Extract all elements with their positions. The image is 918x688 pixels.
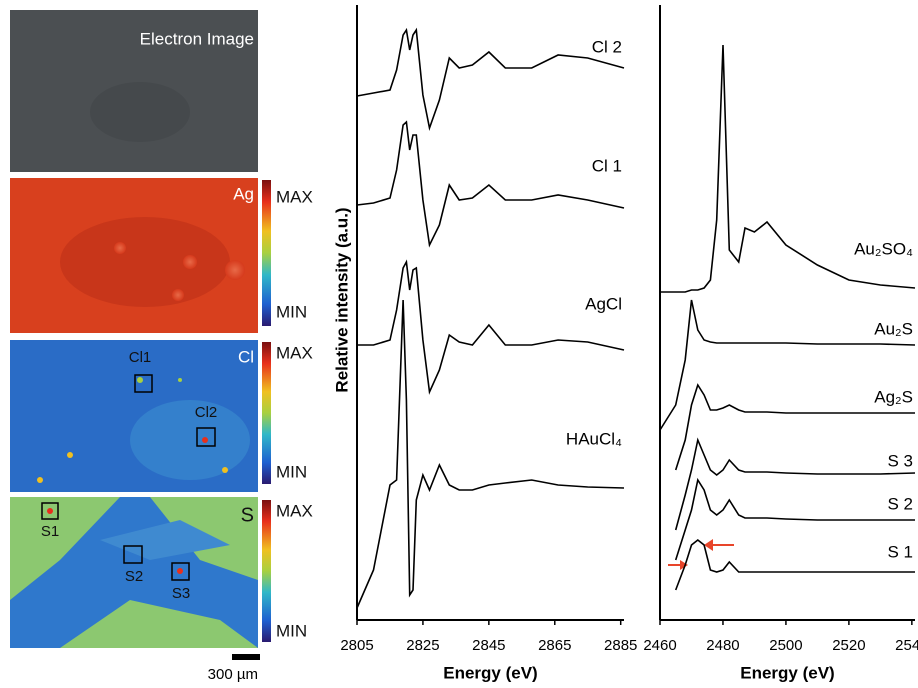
cl-map: Cl1 Cl2 Cl MAX MIN: [10, 340, 313, 492]
spectrum-line: [674, 477, 915, 561]
electron-image: Electron Image: [10, 10, 258, 172]
colorbar-min: MIN: [276, 302, 307, 321]
spectrum-line: [357, 259, 625, 395]
series-label: AgCl: [585, 294, 622, 313]
colorbar-max: MAX: [276, 501, 313, 520]
x-tick-label: 2805: [340, 637, 373, 654]
series-label: Au₂SO₄: [854, 239, 913, 258]
x-tick-label: 2885: [604, 637, 637, 654]
colorbar-min: MIN: [276, 621, 307, 640]
spectrum-line: [356, 120, 625, 248]
panel-label: Ag: [233, 184, 254, 203]
series-label: S 3: [887, 451, 913, 470]
x-tick-label: 2825: [406, 637, 439, 654]
spectrum-line: [356, 27, 625, 132]
region-label: Cl1: [129, 349, 152, 366]
spectrum-line: [659, 299, 916, 431]
x-axis-label: Energy (eV): [740, 663, 834, 682]
x-tick-label: 2540: [895, 637, 918, 654]
region-label: Cl2: [195, 404, 218, 421]
panel-label: Cl: [238, 347, 254, 366]
series-label: Cl 2: [592, 37, 622, 56]
scale-bar-label: 300 µm: [208, 666, 258, 683]
x-tick-label: 2500: [769, 637, 802, 654]
series-label: S 2: [887, 494, 913, 513]
y-axis-label: Relative intensity (a.u.): [332, 207, 351, 392]
ag-map: Ag MAX MIN: [10, 178, 313, 333]
colorbar-max: MAX: [276, 187, 313, 206]
x-tick-label: 2865: [538, 637, 571, 654]
x-axis-label: Energy (eV): [443, 663, 537, 682]
spectrum-line: [660, 44, 916, 293]
region-label: S3: [172, 585, 190, 602]
spectrum-line: [674, 383, 915, 471]
arrows: [668, 539, 734, 570]
spectrum-line: [674, 437, 916, 531]
x-tick-label: 2480: [706, 637, 739, 654]
s-map: S1 S2 S3 S MAX MIN: [10, 497, 313, 648]
series-label: HAuCl₄: [566, 429, 622, 448]
colorbar-max: MAX: [276, 343, 313, 362]
x-tick-label: 2520: [832, 637, 865, 654]
series-label: Cl 1: [592, 156, 622, 175]
series-label: Ag₂S: [874, 387, 913, 406]
panel-label: S: [241, 504, 254, 526]
region-label: S2: [125, 568, 143, 585]
scale-bar: [232, 654, 260, 660]
series-label: S 1: [887, 542, 913, 561]
region-label: S1: [41, 523, 59, 540]
spectrum-line: [356, 299, 625, 609]
colorbar-min: MIN: [276, 462, 307, 481]
spectrum-line: [674, 538, 915, 591]
series-label: Au₂S: [874, 319, 913, 338]
x-tick-label: 2845: [472, 637, 505, 654]
x-tick-label: 2460: [643, 637, 676, 654]
panel-label: Electron Image: [140, 29, 254, 48]
